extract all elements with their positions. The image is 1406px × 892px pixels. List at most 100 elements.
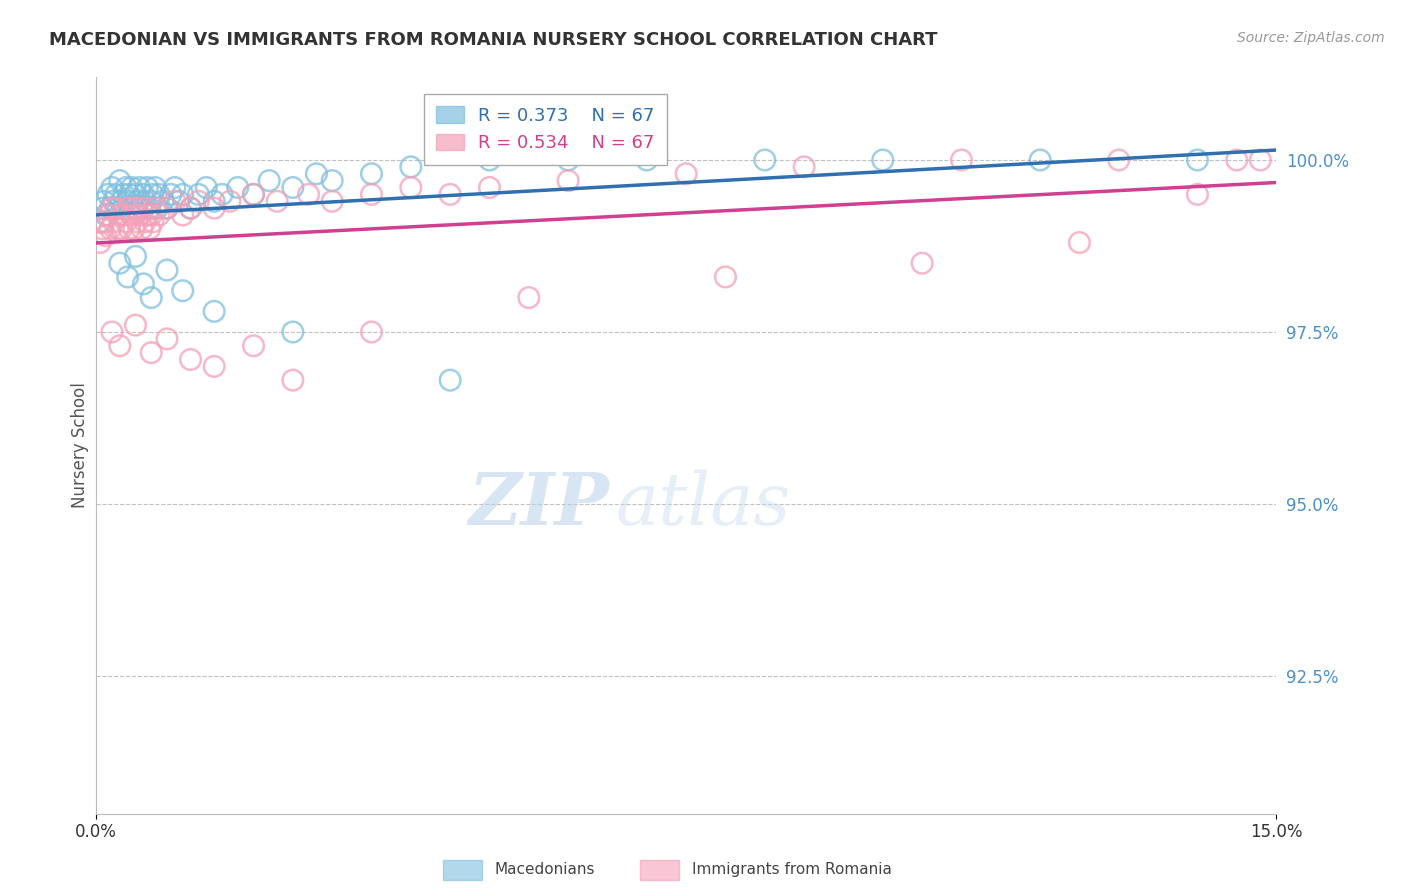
Point: [117, 194, 139, 209]
Y-axis label: Nursery School: Nursery School: [72, 383, 89, 508]
Point: [257, 174, 280, 188]
Point: [180, 352, 202, 367]
Point: [242, 187, 264, 202]
Point: [1029, 153, 1052, 167]
Point: [89, 235, 111, 250]
Point: [202, 304, 225, 318]
Point: [152, 194, 174, 209]
Point: [101, 180, 124, 194]
Point: [110, 222, 132, 236]
Point: [305, 167, 328, 181]
Text: Immigrants from Romania: Immigrants from Romania: [692, 863, 891, 877]
Point: [163, 180, 186, 194]
Point: [89, 215, 111, 229]
Text: Macedonians: Macedonians: [495, 863, 595, 877]
Point: [118, 222, 141, 236]
Point: [142, 187, 165, 202]
Point: [94, 228, 117, 243]
Point: [163, 194, 186, 209]
Point: [138, 222, 160, 236]
Point: [136, 180, 159, 194]
Point: [211, 187, 233, 202]
Point: [187, 194, 209, 209]
Point: [360, 325, 382, 339]
Point: [141, 194, 163, 209]
Point: [101, 325, 124, 339]
Point: [110, 194, 132, 209]
Point: [138, 201, 160, 215]
Point: [134, 215, 156, 229]
Point: [872, 153, 894, 167]
Point: [517, 291, 540, 305]
Point: [242, 339, 264, 353]
Text: Source: ZipAtlas.com: Source: ZipAtlas.com: [1237, 31, 1385, 45]
Point: [557, 174, 579, 188]
Point: [281, 373, 304, 387]
Point: [141, 345, 163, 359]
Point: [167, 194, 190, 209]
Point: [156, 201, 179, 215]
Point: [128, 208, 150, 222]
Point: [219, 194, 242, 209]
Point: [911, 256, 934, 270]
Point: [202, 359, 225, 374]
Point: [108, 256, 131, 270]
Point: [128, 180, 150, 194]
Point: [91, 222, 114, 236]
Point: [98, 222, 121, 236]
Point: [108, 339, 131, 353]
Point: [160, 187, 183, 202]
Point: [156, 201, 179, 215]
Point: [187, 187, 209, 202]
Point: [115, 215, 138, 229]
Point: [118, 187, 141, 202]
Point: [104, 201, 127, 215]
Point: [172, 284, 194, 298]
Point: [180, 201, 202, 215]
Text: atlas: atlas: [616, 469, 790, 540]
Point: [98, 201, 121, 215]
Point: [1226, 153, 1249, 167]
Point: [754, 153, 776, 167]
Point: [141, 291, 163, 305]
Point: [108, 208, 131, 222]
Point: [121, 208, 143, 222]
Point: [103, 215, 125, 229]
Point: [91, 201, 114, 215]
Point: [143, 180, 166, 194]
Point: [136, 208, 159, 222]
Text: ZIP: ZIP: [468, 469, 609, 540]
Point: [321, 194, 343, 209]
Point: [156, 332, 179, 346]
Point: [281, 325, 304, 339]
Point: [132, 201, 155, 215]
Point: [122, 222, 145, 236]
Point: [478, 180, 501, 194]
Point: [195, 180, 218, 194]
Point: [242, 187, 264, 202]
Point: [131, 201, 153, 215]
Point: [134, 194, 156, 209]
Legend: R = 0.373    N = 67, R = 0.534    N = 67: R = 0.373 N = 67, R = 0.534 N = 67: [423, 94, 666, 165]
Point: [297, 187, 319, 202]
Point: [107, 201, 129, 215]
Point: [399, 160, 422, 174]
Point: [131, 222, 153, 236]
Text: MACEDONIAN VS IMMIGRANTS FROM ROMANIA NURSERY SCHOOL CORRELATION CHART: MACEDONIAN VS IMMIGRANTS FROM ROMANIA NU…: [49, 31, 938, 49]
Point: [112, 187, 135, 202]
Point: [107, 222, 129, 236]
Point: [112, 208, 135, 222]
Point: [103, 194, 125, 209]
Point: [141, 208, 163, 222]
Point: [636, 153, 658, 167]
Point: [180, 201, 202, 215]
Point: [104, 187, 127, 202]
Point: [148, 208, 170, 222]
Point: [101, 201, 124, 215]
Point: [121, 180, 143, 194]
Point: [117, 201, 139, 215]
Point: [226, 180, 249, 194]
Point: [148, 187, 170, 202]
Point: [172, 187, 194, 202]
Point: [108, 174, 131, 188]
